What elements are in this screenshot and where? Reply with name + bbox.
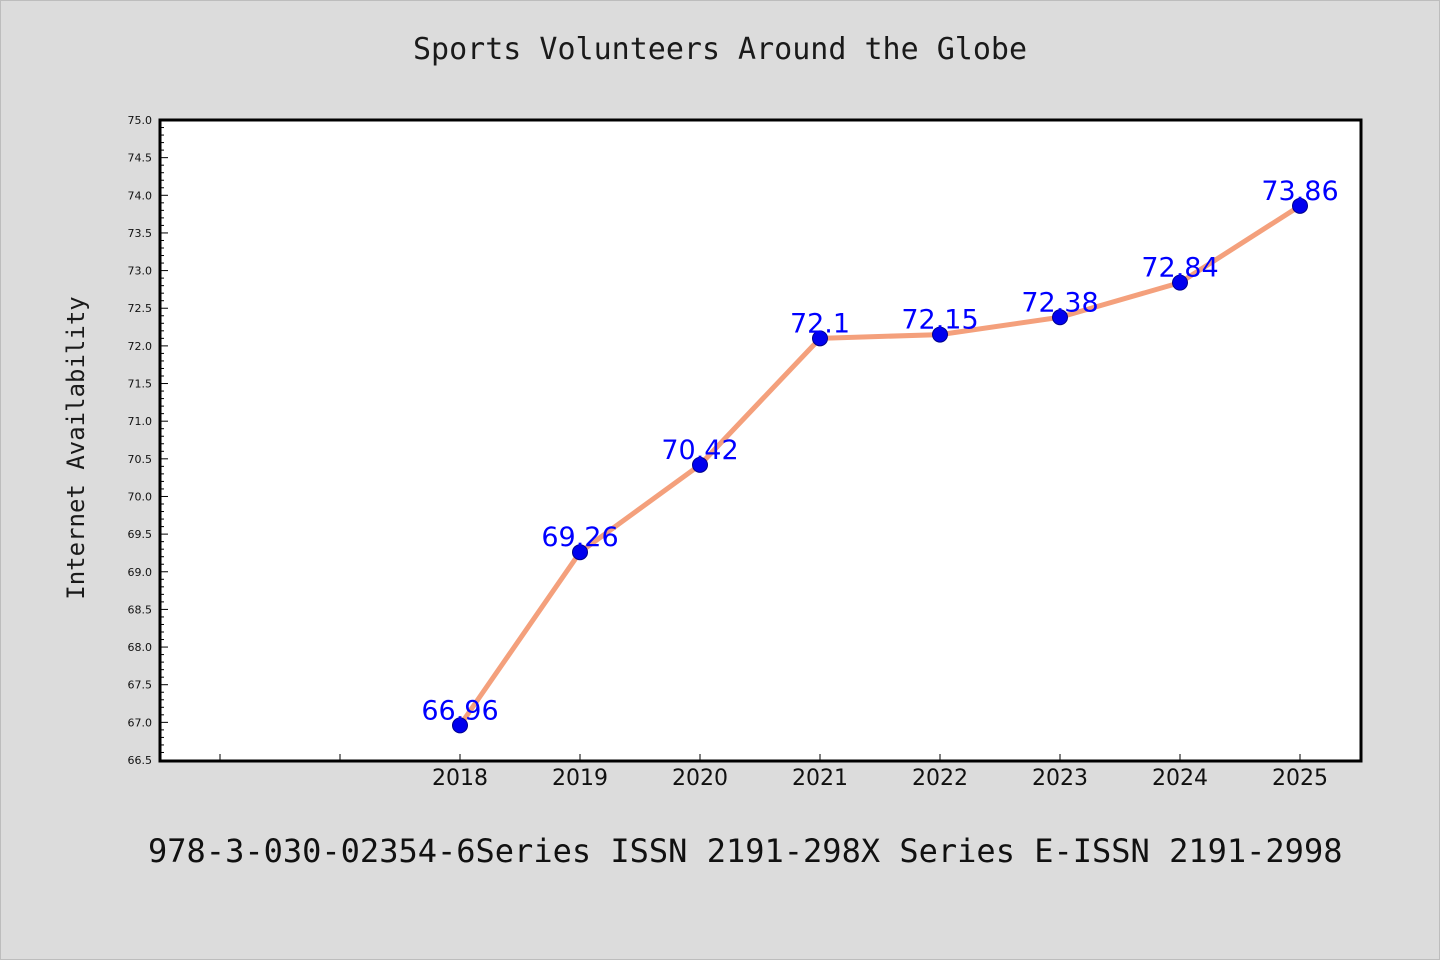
y-tick-label: 73.0 <box>128 265 153 278</box>
data-label: 69.26 <box>541 522 618 553</box>
data-point <box>572 544 588 561</box>
x-tick-label: 2024 <box>1152 766 1208 791</box>
chart-title: Sports Volunteers Around the Globe <box>412 32 1028 67</box>
x-tick-label: 2021 <box>792 766 848 791</box>
y-tick-label: 74.0 <box>128 189 153 202</box>
y-tick-label: 67.0 <box>128 716 153 729</box>
y-tick-label: 75.0 <box>128 114 153 127</box>
data-label: 70.42 <box>661 435 738 466</box>
data-label: 72.15 <box>901 305 978 336</box>
data-point <box>932 326 948 343</box>
data-label: 72.38 <box>1021 287 1098 318</box>
data-labels: 66.96 69.26 70.42 72.1 72.15 72.38 72.84 73.86 <box>421 176 1338 727</box>
y-tick-label: 70.5 <box>128 453 153 466</box>
footer-text: 978-3-030-02354-6Series ISSN 2191-298X S… <box>148 832 1343 870</box>
data-point <box>1172 274 1188 291</box>
data-point <box>1052 309 1068 326</box>
data-point <box>812 330 828 347</box>
y-tick-label: 69.5 <box>128 528 153 541</box>
y-tick-label: 72.5 <box>128 302 153 315</box>
x-axis: 2018 2019 2020 2021 2022 2023 2024 2025 <box>219 754 1328 791</box>
y-tick-label: 68.0 <box>128 641 153 654</box>
data-label: 72.1 <box>790 308 850 339</box>
y-tick-label: 71.0 <box>128 415 153 428</box>
x-tick-label: 2022 <box>912 766 968 791</box>
y-tick-label: 72.0 <box>128 340 153 353</box>
y-tick-label: 68.5 <box>128 603 153 616</box>
data-point <box>1292 197 1308 214</box>
series-line <box>457 203 1303 728</box>
x-tick-label: 2020 <box>672 766 728 791</box>
y-tick-label: 71.5 <box>128 378 153 391</box>
x-tick-label: 2025 <box>1272 766 1328 791</box>
series-line-group <box>457 203 1303 728</box>
y-tick-label: 69.0 <box>128 566 153 579</box>
x-tick-label: 2019 <box>552 766 608 791</box>
y-tick-label: 66.5 <box>128 754 153 767</box>
plot-area <box>158 118 1363 763</box>
data-points <box>452 197 1308 734</box>
data-label: 66.96 <box>421 695 498 726</box>
y-tick-label: 73.5 <box>128 227 153 240</box>
y-tick-label: 74.5 <box>128 152 153 165</box>
data-point <box>692 456 708 473</box>
y-tick-label: 70.0 <box>128 490 153 503</box>
data-point <box>452 717 468 734</box>
x-tick-label: 2018 <box>432 766 488 791</box>
y-axis: 66.5 67.0 67.5 68.0 68.5 69.0 69.5 70.0 70.5 71.0… <box>128 114 168 767</box>
y-tick-label: 67.5 <box>128 679 153 692</box>
data-label: 73.86 <box>1261 176 1338 207</box>
x-tick-label: 2023 <box>1032 766 1088 791</box>
data-label: 72.84 <box>1141 253 1218 284</box>
